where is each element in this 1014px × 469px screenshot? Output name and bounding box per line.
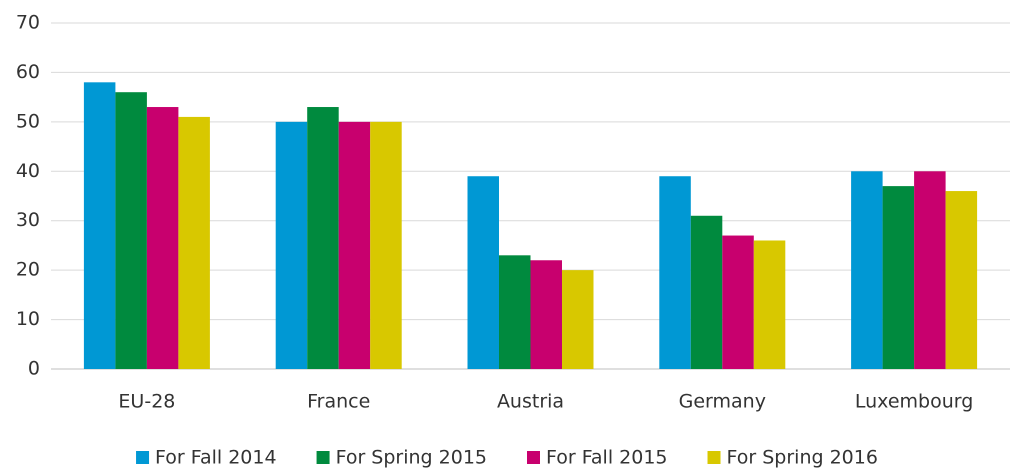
legend-swatch xyxy=(527,451,540,464)
bar xyxy=(530,260,562,369)
bar xyxy=(851,171,883,369)
bar xyxy=(83,82,116,370)
x-tick-label: Austria xyxy=(497,391,564,413)
bar xyxy=(914,171,946,369)
bar xyxy=(562,270,594,369)
bar xyxy=(146,107,179,370)
legend-item: For Spring 2015 xyxy=(316,447,487,469)
legend-item: For Spring 2016 xyxy=(707,447,878,469)
y-tick-label: 50 xyxy=(16,110,40,132)
legend-item: For Fall 2015 xyxy=(527,447,668,469)
y-tick-label: 70 xyxy=(16,12,40,34)
bar xyxy=(370,121,402,369)
legend-swatch xyxy=(136,451,150,464)
bar xyxy=(307,107,339,370)
bar xyxy=(722,235,754,369)
legend-item: For Fall 2014 xyxy=(136,447,277,469)
y-tick-label: 0 xyxy=(28,358,40,380)
x-tick-label: Luxembourg xyxy=(855,391,973,413)
y-tick-label: 30 xyxy=(16,209,40,231)
y-tick-label: 20 xyxy=(16,259,40,281)
legend-swatch xyxy=(707,451,721,464)
y-tick-label: 10 xyxy=(16,308,40,330)
bar xyxy=(882,186,915,369)
y-tick-label: 60 xyxy=(16,61,40,83)
legend-swatch xyxy=(316,451,330,464)
legend-label: For Spring 2016 xyxy=(727,447,878,469)
bar xyxy=(659,176,691,369)
x-tick-label: Germany xyxy=(679,391,766,413)
bar xyxy=(338,121,371,369)
bar xyxy=(690,215,723,369)
y-tick-label: 40 xyxy=(16,160,40,182)
legend-label: For Fall 2014 xyxy=(155,447,277,469)
legend-label: For Fall 2015 xyxy=(546,447,668,469)
bar xyxy=(945,191,978,369)
legend-label: For Spring 2015 xyxy=(336,447,487,469)
bar xyxy=(115,92,147,369)
bar xyxy=(499,255,531,369)
bar xyxy=(753,240,786,369)
bar xyxy=(467,176,499,369)
bar xyxy=(178,116,210,370)
bar xyxy=(275,121,308,369)
x-tick-label: France xyxy=(307,391,370,413)
x-tick-label: EU-28 xyxy=(118,391,175,413)
